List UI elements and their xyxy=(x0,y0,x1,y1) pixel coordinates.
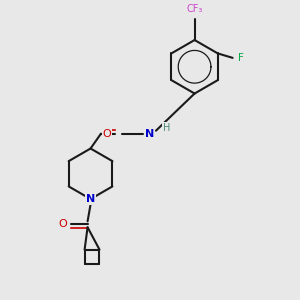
Text: O: O xyxy=(103,129,111,139)
Text: N: N xyxy=(86,194,95,204)
Text: CF₃: CF₃ xyxy=(186,4,203,14)
Text: O: O xyxy=(59,219,68,229)
Text: N: N xyxy=(146,129,154,139)
Text: F: F xyxy=(238,53,244,63)
Text: H: H xyxy=(163,123,170,133)
